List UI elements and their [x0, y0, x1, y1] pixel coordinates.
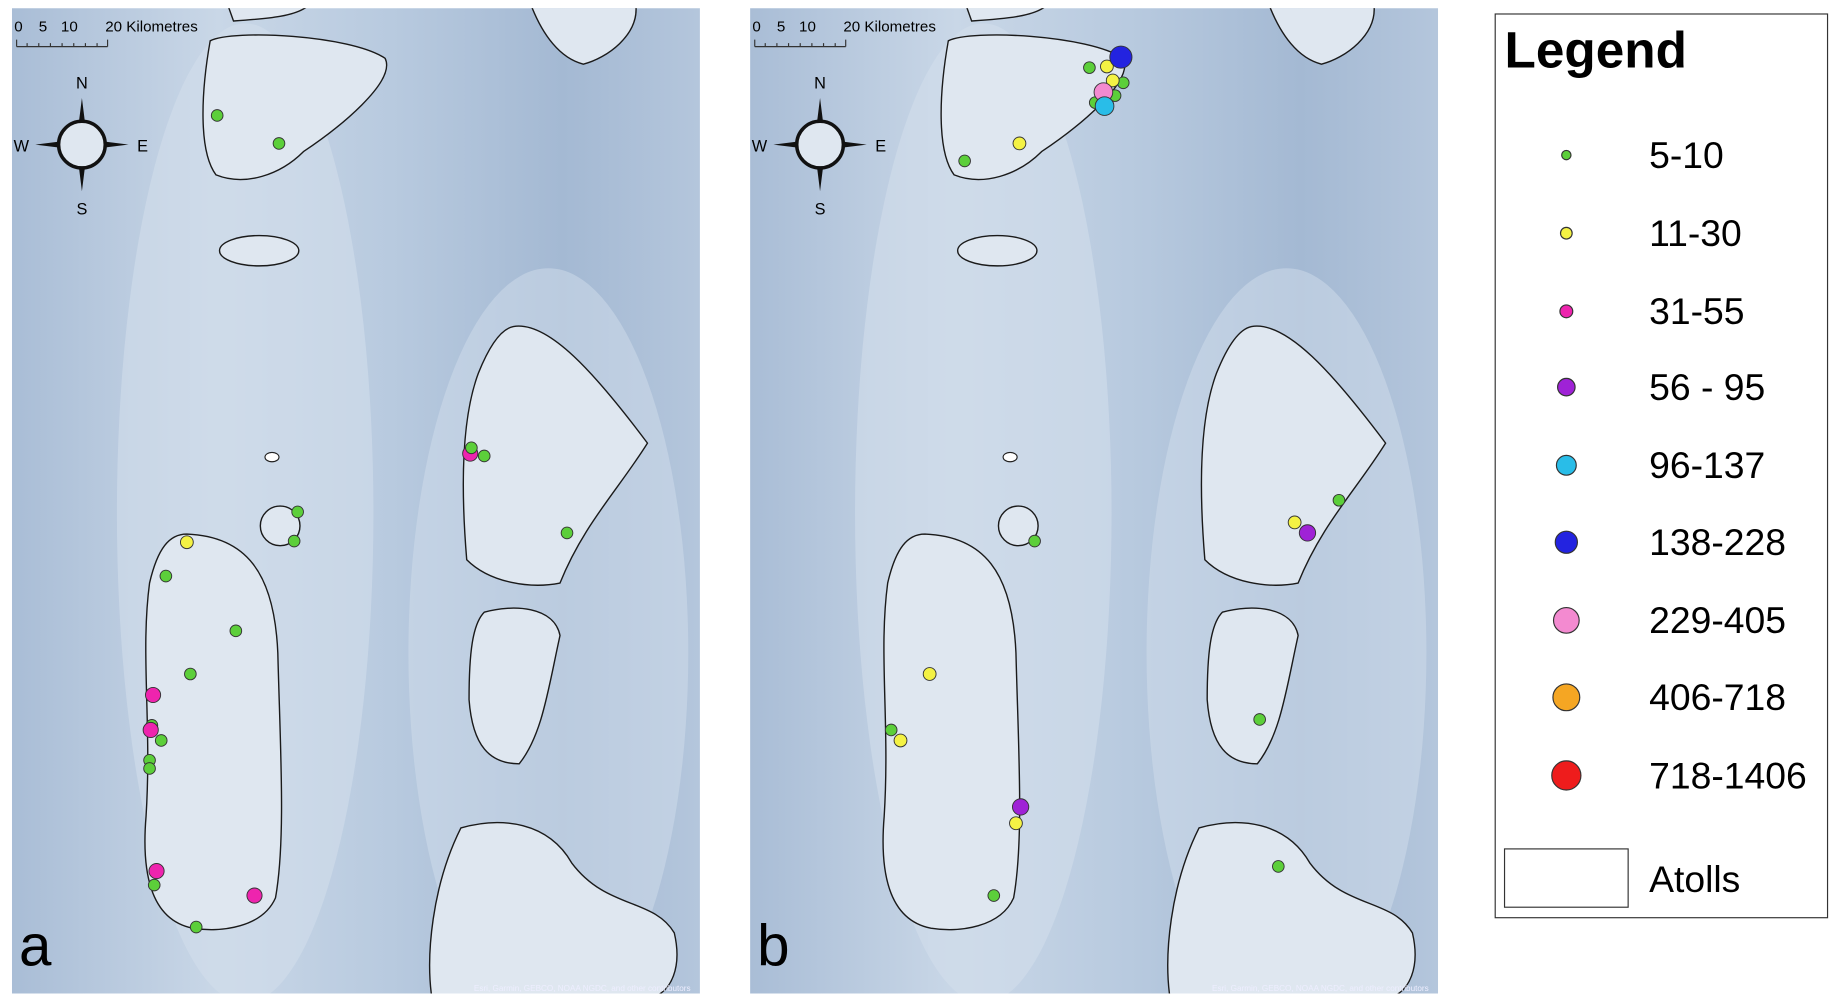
- sample-point: [894, 734, 907, 747]
- sample-point: [1084, 62, 1096, 74]
- compass-letter: S: [815, 201, 826, 219]
- legend-label: 56 - 95: [1649, 366, 1765, 408]
- compass-letter: S: [76, 201, 87, 219]
- compass-ring: [797, 121, 844, 168]
- compass-letter: N: [76, 75, 88, 93]
- sample-point: [288, 535, 300, 547]
- legend-symbol: [1553, 684, 1580, 711]
- attribution: Esri, Garmin, GEBCO, NOAA NGDC, and othe…: [1212, 984, 1429, 993]
- legend-label: 138-228: [1649, 521, 1786, 563]
- legend-label: 406-718: [1649, 676, 1786, 718]
- sample-point: [143, 722, 158, 737]
- sample-point: [1333, 494, 1345, 506]
- sample-point: [160, 570, 172, 582]
- sample-point: [180, 536, 193, 549]
- scale-label: 0: [752, 18, 760, 35]
- legend-atoll-label: Atolls: [1649, 858, 1740, 900]
- compass-letter: E: [875, 138, 886, 156]
- sample-point: [466, 442, 478, 454]
- legend-symbol: [1555, 531, 1577, 553]
- legend-label: 5-10: [1649, 134, 1724, 176]
- legend-label: 96-137: [1649, 444, 1765, 486]
- legend-label: 229-405: [1649, 599, 1786, 641]
- scale-label: 5: [777, 18, 785, 35]
- scale-label: 10: [799, 18, 816, 35]
- legend-symbol: [1556, 455, 1576, 475]
- sample-point: [148, 879, 160, 891]
- legend-title: Legend: [1505, 22, 1687, 79]
- legend-atoll-symbol: [1505, 849, 1629, 907]
- sample-point: [149, 863, 164, 878]
- sample-point: [211, 110, 223, 122]
- sample-point: [1029, 535, 1041, 547]
- sample-point: [1254, 714, 1266, 726]
- sample-point: [988, 890, 1000, 902]
- sample-point: [885, 724, 897, 736]
- legend-label: 31-55: [1649, 290, 1744, 332]
- legend-symbol: [1554, 608, 1580, 634]
- scale-label: 0: [14, 18, 22, 35]
- bathymetry-and-atolls: [12, 5, 700, 997]
- sample-point: [1095, 97, 1114, 116]
- legend-symbol: [1558, 378, 1575, 395]
- sample-point: [145, 687, 160, 702]
- sample-point: [561, 527, 573, 539]
- sample-point: [185, 668, 197, 680]
- sample-point: [959, 155, 971, 167]
- sample-point: [1010, 817, 1023, 830]
- sample-point: [1013, 137, 1026, 150]
- sample-point: [144, 763, 156, 775]
- sample-point: [923, 668, 936, 681]
- sample-point: [292, 506, 304, 518]
- figure: 051020 KilometresNESWaEsri, Garmin, GEBC…: [0, 0, 1829, 997]
- compass-letter: E: [137, 138, 148, 156]
- scale-label: 20 Kilometres: [843, 18, 936, 35]
- compass-letter: W: [752, 138, 768, 156]
- legend-symbol: [1560, 305, 1573, 318]
- scale-label: 20 Kilometres: [105, 18, 198, 35]
- sample-point: [230, 625, 242, 637]
- panel-label: b: [757, 914, 789, 979]
- legend-symbol: [1552, 761, 1581, 790]
- sample-point: [1012, 799, 1028, 815]
- compass-ring: [59, 121, 106, 168]
- sample-point: [273, 138, 285, 150]
- sample-point: [1272, 861, 1284, 873]
- legend-symbol: [1561, 227, 1573, 239]
- sample-point: [1299, 525, 1315, 541]
- compass-letter: W: [14, 138, 30, 156]
- sample-point: [1288, 516, 1301, 529]
- sample-point: [478, 450, 490, 462]
- sample-point: [155, 735, 167, 747]
- compass-letter: N: [814, 75, 826, 93]
- panel-label: a: [19, 914, 52, 979]
- scale-label: 10: [61, 18, 78, 35]
- legend-label: 718-1406: [1649, 754, 1807, 796]
- sample-point: [1110, 46, 1132, 68]
- sample-point: [190, 921, 202, 933]
- legend-symbol: [1562, 150, 1571, 159]
- legend-label: 11-30: [1649, 212, 1742, 254]
- sample-point: [247, 888, 262, 903]
- scale-label: 5: [39, 18, 47, 35]
- attribution: Esri, Garmin, GEBCO, NOAA NGDC, and othe…: [474, 984, 691, 993]
